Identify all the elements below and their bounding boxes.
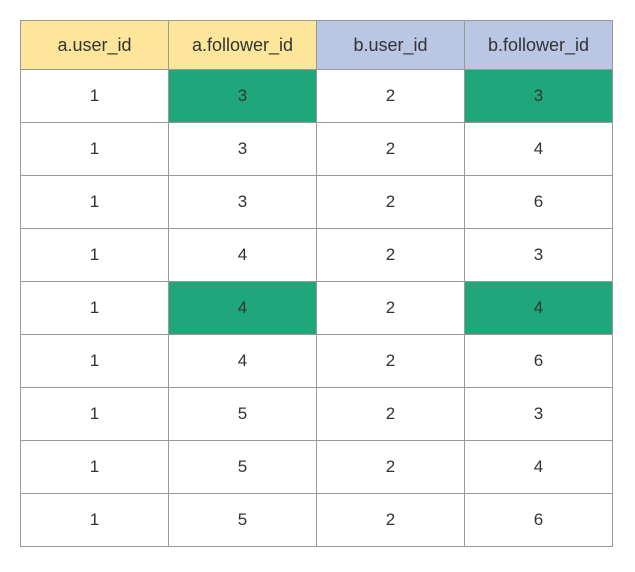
table-cell: 1 (21, 176, 169, 229)
table-cell: 5 (169, 441, 317, 494)
table-row: 1324 (21, 123, 613, 176)
table-row: 1424 (21, 282, 613, 335)
table-cell: 1 (21, 388, 169, 441)
table-cell: 1 (21, 441, 169, 494)
table-cell: 1 (21, 229, 169, 282)
table-cell: 1 (21, 335, 169, 388)
table-cell: 6 (465, 335, 613, 388)
table-cell: 3 (169, 123, 317, 176)
table-cell: 2 (317, 282, 465, 335)
table-header-row: a.user_ida.follower_idb.user_idb.followe… (21, 21, 613, 70)
table-header-cell: b.follower_id (465, 21, 613, 70)
table-cell: 3 (169, 70, 317, 123)
data-table: a.user_ida.follower_idb.user_idb.followe… (20, 20, 613, 547)
table-cell: 4 (169, 335, 317, 388)
table-row: 1423 (21, 229, 613, 282)
table-row: 1526 (21, 494, 613, 547)
table-cell: 2 (317, 388, 465, 441)
table-row: 1426 (21, 335, 613, 388)
table-cell: 2 (317, 176, 465, 229)
table-cell: 1 (21, 123, 169, 176)
table-body: 132313241326142314241426152315241526 (21, 70, 613, 547)
table-header-cell: a.follower_id (169, 21, 317, 70)
table-cell: 4 (465, 282, 613, 335)
table-cell: 4 (169, 282, 317, 335)
table-cell: 2 (317, 229, 465, 282)
table-cell: 5 (169, 388, 317, 441)
table-row: 1524 (21, 441, 613, 494)
join-table: a.user_ida.follower_idb.user_idb.followe… (20, 20, 613, 547)
table-row: 1323 (21, 70, 613, 123)
table-header-cell: a.user_id (21, 21, 169, 70)
table-cell: 2 (317, 494, 465, 547)
table-cell: 4 (169, 229, 317, 282)
table-header-cell: b.user_id (317, 21, 465, 70)
table-cell: 1 (21, 70, 169, 123)
table-row: 1523 (21, 388, 613, 441)
table-cell: 6 (465, 494, 613, 547)
table-cell: 4 (465, 441, 613, 494)
table-cell: 3 (465, 388, 613, 441)
table-cell: 3 (465, 70, 613, 123)
table-cell: 4 (465, 123, 613, 176)
table-cell: 1 (21, 282, 169, 335)
table-cell: 2 (317, 441, 465, 494)
table-cell: 3 (465, 229, 613, 282)
table-cell: 2 (317, 335, 465, 388)
table-cell: 3 (169, 176, 317, 229)
table-cell: 1 (21, 494, 169, 547)
table-cell: 2 (317, 70, 465, 123)
table-cell: 6 (465, 176, 613, 229)
table-row: 1326 (21, 176, 613, 229)
table-cell: 2 (317, 123, 465, 176)
table-cell: 5 (169, 494, 317, 547)
